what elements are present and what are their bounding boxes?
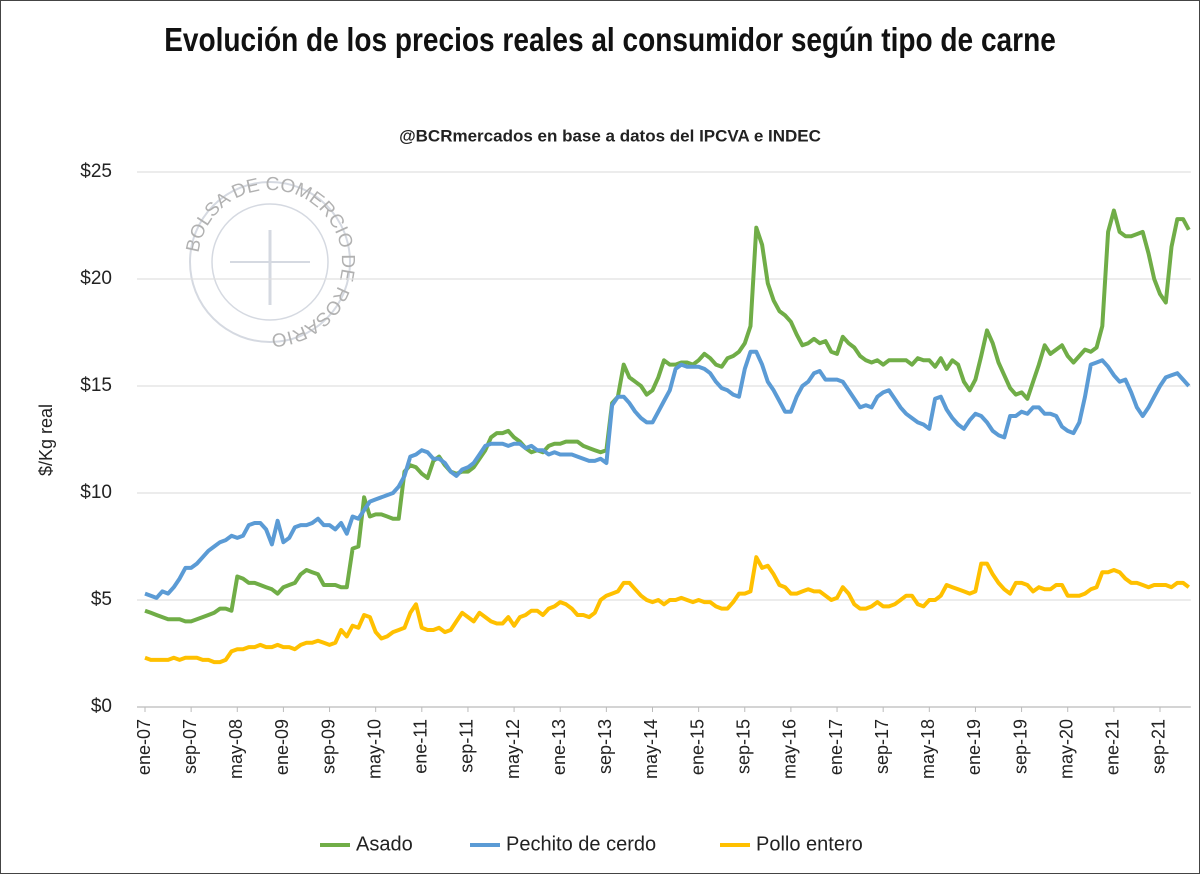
chart-title: Evolución de los precios reales al consu… [164, 21, 1056, 58]
x-tick-label: sep-11 [457, 719, 477, 773]
x-tick-label: may-14 [641, 719, 661, 779]
y-tick-label: $20 [80, 268, 112, 289]
x-tick-label: ene-07 [134, 719, 154, 775]
x-tick-label: ene-15 [687, 719, 707, 775]
x-tick-label: may-20 [1056, 719, 1076, 779]
series-line [144, 555, 1191, 665]
legend-item: Pollo entero [720, 833, 863, 855]
y-tick-label: $15 [80, 375, 112, 396]
legend-label: Asado [356, 833, 413, 855]
x-tick-label: sep-17 [872, 719, 892, 774]
legend-item: Pechito de cerdo [470, 833, 656, 855]
y-tick-label: $25 [80, 161, 112, 182]
x-tick-label: sep-21 [1149, 719, 1169, 774]
x-tick-label: ene-19 [964, 719, 984, 775]
x-tick-label: ene-17 [826, 719, 846, 775]
x-tick-label: ene-21 [1103, 719, 1123, 775]
y-tick-label: $0 [91, 696, 112, 717]
y-tick-label: $5 [91, 589, 112, 610]
x-tick-label: sep-13 [595, 719, 615, 774]
legend-label: Pechito de cerdo [506, 833, 656, 855]
series-line [144, 208, 1191, 624]
x-tick-label: may-12 [503, 719, 523, 779]
x-tick-label: may-18 [918, 719, 938, 779]
x-tick-label: sep-09 [318, 719, 338, 774]
y-axis-label: $/Kg real [36, 404, 56, 476]
x-tick-label: sep-15 [734, 719, 754, 774]
chart-subtitle: @BCRmercados en base a datos del IPCVA e… [399, 126, 821, 145]
x-tick-label: ene-11 [411, 719, 431, 774]
legend-item: Asado [320, 833, 413, 855]
legend-label: Pollo entero [756, 833, 863, 855]
series-line [144, 349, 1191, 600]
x-tick-label: may-10 [364, 719, 384, 779]
x-tick-label: ene-13 [549, 719, 569, 775]
y-tick-label: $10 [80, 482, 112, 503]
x-tick-label: sep-19 [1010, 719, 1030, 774]
x-tick-label: sep-07 [180, 719, 200, 774]
x-tick-label: may-08 [226, 719, 246, 779]
x-tick-label: may-16 [780, 719, 800, 779]
x-tick-label: ene-09 [272, 719, 292, 775]
